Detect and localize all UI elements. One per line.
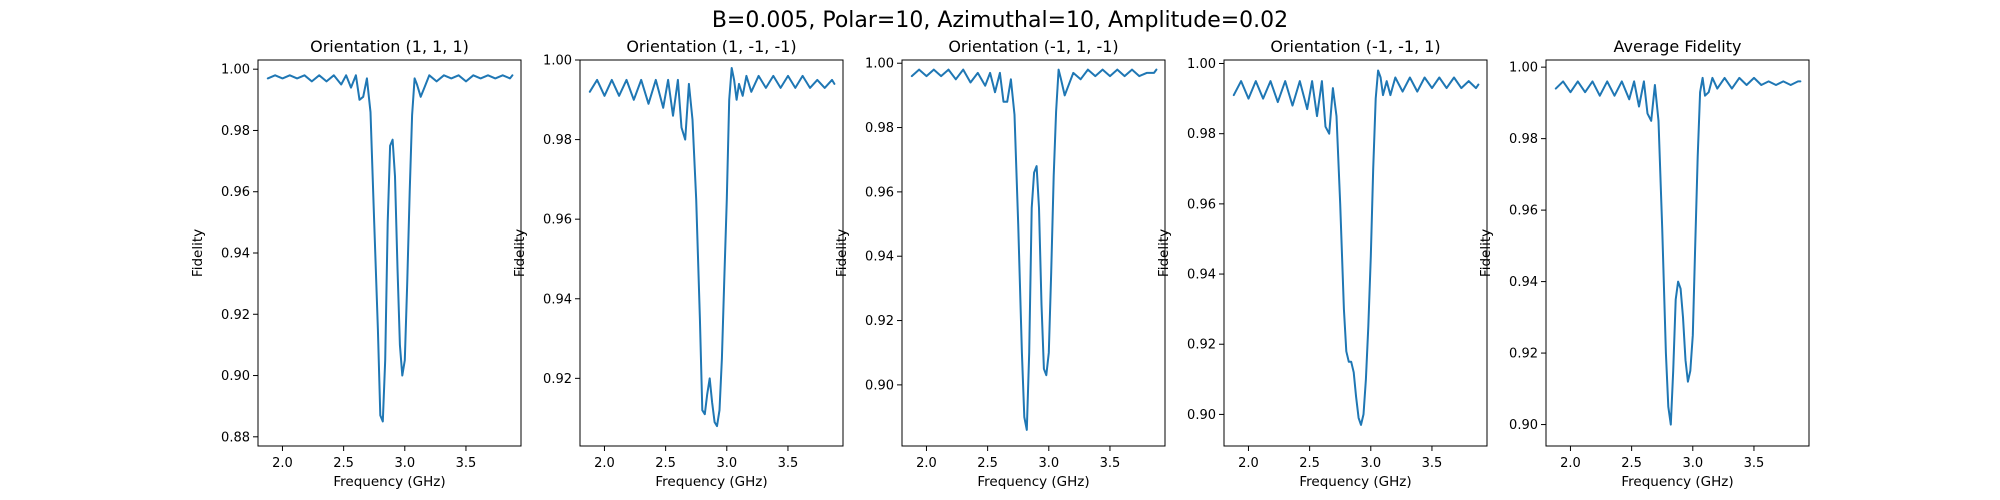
axes-frame — [1545, 59, 1810, 447]
subplots: Orientation (1, 1, 1) 2.0 2.5 3.0 3.5 0.88 0.9… — [190, 37, 1810, 490]
y-tick-label: 0.98 — [1509, 132, 1538, 147]
x-tick-label: 3.0 — [1682, 456, 1703, 471]
subplot-3: Orientation (-1, 1, -1) 2.0 2.5 3.0 3.5 0.90 0… — [834, 37, 1166, 490]
x-tick-label: 3.0 — [1038, 456, 1059, 471]
x-tick-label: 2.0 — [272, 456, 293, 471]
subplot-title: Orientation (1, 1, 1) — [310, 37, 469, 56]
y-tick-label: 0.90 — [221, 369, 250, 384]
y-tick-label: 1.00 — [543, 54, 572, 69]
x-tick-label: 2.0 — [916, 456, 937, 471]
y-tick-label: 0.92 — [1187, 338, 1216, 353]
y-tick-label: 0.94 — [1509, 275, 1538, 290]
y-axis-label: Fidelity — [190, 229, 206, 277]
x-axis-label: Frequency (GHz) — [1299, 474, 1411, 490]
x-tick-label: 3.5 — [456, 456, 477, 471]
x-tick-label: 2.0 — [1238, 456, 1259, 471]
y-tick-label: 0.96 — [1187, 197, 1216, 212]
figure-suptitle: B=0.005, Polar=10, Azimuthal=10, Amplitu… — [712, 8, 1288, 33]
y-tick-label: 0.94 — [1187, 268, 1216, 283]
fidelity-line — [910, 68, 1158, 431]
y-tick-label: 0.96 — [543, 213, 572, 228]
x-tick-label: 2.5 — [333, 456, 354, 471]
subplot-title: Orientation (-1, 1, -1) — [948, 37, 1118, 56]
subplot-5: Average Fidelity 2.0 2.5 3.0 3.5 0.90 0.92 0.94… — [1478, 37, 1810, 490]
subplot-title: Orientation (1, -1, -1) — [626, 37, 796, 56]
y-tick-label: 1.00 — [1509, 61, 1538, 76]
y-tick-label: 0.94 — [865, 250, 894, 265]
fidelity-line — [588, 67, 836, 428]
x-axis-label: Frequency (GHz) — [977, 474, 1089, 490]
y-axis-label: Fidelity — [512, 229, 528, 277]
y-tick-label: 0.94 — [543, 292, 572, 307]
fidelity-line — [1554, 76, 1802, 426]
y-tick-label: 0.98 — [543, 133, 572, 148]
x-axis-label: Frequency (GHz) — [1621, 474, 1733, 490]
y-axis-label: Fidelity — [1156, 229, 1172, 277]
y-tick-label: 0.98 — [865, 121, 894, 136]
x-tick-label: 2.5 — [1621, 456, 1642, 471]
y-tick-label: 0.90 — [1509, 418, 1538, 433]
axes-frame — [1223, 59, 1488, 447]
subplot-title: Average Fidelity — [1614, 37, 1742, 56]
x-tick-label: 2.0 — [594, 456, 615, 471]
y-tick-label: 0.96 — [865, 185, 894, 200]
y-tick-label: 1.00 — [865, 57, 894, 72]
y-tick-label: 0.92 — [1509, 347, 1538, 362]
x-tick-label: 2.5 — [1299, 456, 1320, 471]
axes-frame — [257, 59, 522, 447]
x-axis-label: Frequency (GHz) — [333, 474, 445, 490]
x-tick-label: 3.5 — [778, 456, 799, 471]
subplot-4: Orientation (-1, -1, 1) 2.0 2.5 3.0 3.5 0.90 0… — [1156, 37, 1488, 490]
fidelity-line — [1232, 69, 1480, 426]
x-axis-label: Frequency (GHz) — [655, 474, 767, 490]
y-tick-label: 0.96 — [1509, 204, 1538, 219]
x-tick-label: 2.5 — [655, 456, 676, 471]
x-tick-label: 3.5 — [1422, 456, 1443, 471]
subplot-1: Orientation (1, 1, 1) 2.0 2.5 3.0 3.5 0.88 0.9… — [190, 37, 522, 490]
y-tick-label: 0.96 — [221, 185, 250, 200]
subplot-2: Orientation (1, -1, -1) 2.0 2.5 3.0 3.5 0.92 0… — [512, 37, 844, 490]
x-tick-label: 2.5 — [977, 456, 998, 471]
y-tick-label: 0.88 — [221, 430, 250, 445]
y-tick-label: 1.00 — [1187, 57, 1216, 72]
x-tick-label: 2.0 — [1560, 456, 1581, 471]
y-tick-label: 0.98 — [1187, 127, 1216, 142]
y-axis-label: Fidelity — [834, 229, 850, 277]
y-tick-label: 0.90 — [1187, 408, 1216, 423]
x-tick-label: 3.5 — [1100, 456, 1121, 471]
x-tick-label: 3.0 — [716, 456, 737, 471]
y-tick-label: 1.00 — [221, 63, 250, 78]
y-tick-label: 0.92 — [865, 314, 894, 329]
y-tick-label: 0.94 — [221, 247, 250, 262]
y-axis-label: Fidelity — [1478, 229, 1494, 277]
fidelity-line — [266, 74, 514, 423]
y-tick-label: 0.92 — [221, 308, 250, 323]
subplot-title: Orientation (-1, -1, 1) — [1270, 37, 1440, 56]
x-tick-label: 3.0 — [1360, 456, 1381, 471]
y-tick-label: 0.98 — [221, 124, 250, 139]
y-tick-label: 0.90 — [865, 378, 894, 393]
y-tick-label: 0.92 — [543, 372, 572, 387]
x-tick-label: 3.0 — [394, 456, 415, 471]
x-tick-label: 3.5 — [1744, 456, 1765, 471]
axes-frame — [901, 59, 1166, 447]
axes-frame — [579, 59, 844, 447]
